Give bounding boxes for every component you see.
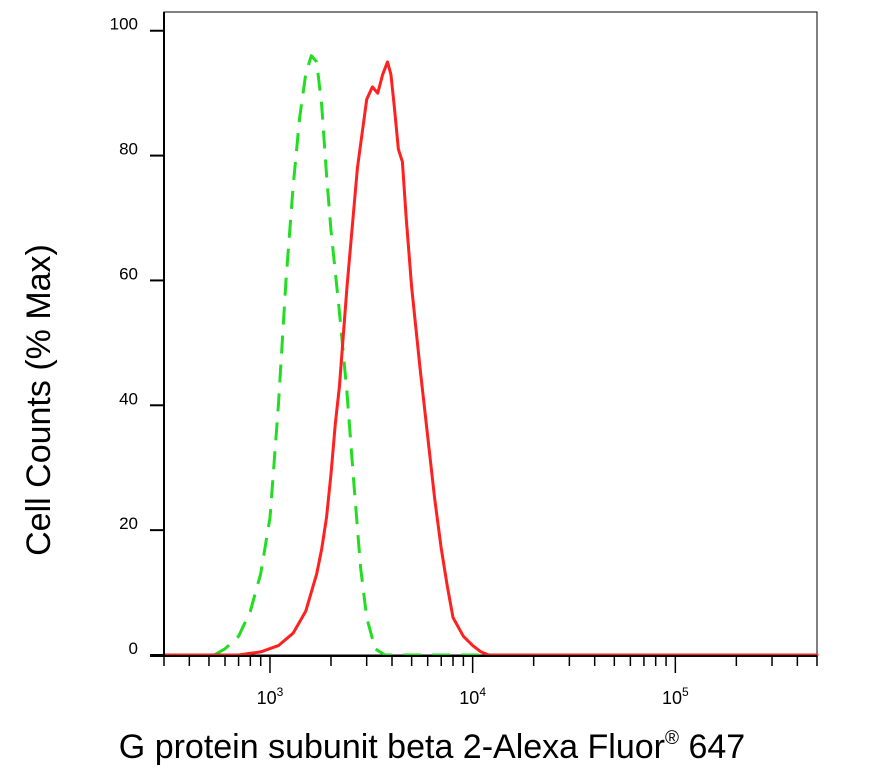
x-axis-label: G protein subunit beta 2-Alexa Fluor® 64… (119, 728, 745, 766)
y-tick-label-60: 60 (119, 264, 138, 283)
x-tick-exponent: 4 (479, 685, 486, 699)
y-tick-label-80: 80 (119, 140, 138, 159)
x-tick-exponent: 5 (682, 685, 689, 699)
series-layer (162, 54, 819, 657)
series-line-2 (162, 60, 819, 657)
x-tick-base: 10 (257, 688, 277, 708)
x-axis-label-suffix: 647 (679, 728, 745, 766)
x-ticks: 103 104 105 (163, 656, 818, 708)
y-tick-label-40: 40 (119, 389, 138, 408)
x-tick-exponent: 3 (277, 685, 284, 699)
x-axis-label-registered-mark: ® (665, 728, 679, 749)
y-ticks: 0 20 40 60 80 100 (110, 15, 164, 658)
x-tick-label-0: 103 (257, 685, 284, 708)
x-tick-label-1: 104 (459, 685, 486, 708)
x-tick-base: 10 (459, 688, 479, 708)
plot-frame (163, 11, 818, 656)
x-tick-base: 10 (662, 688, 682, 708)
x-axis-label-main: G protein subunit beta 2-Alexa Fluor (119, 728, 665, 766)
y-tick-label-0: 0 (129, 639, 138, 658)
x-tick-label-2: 105 (662, 685, 689, 708)
series-line-1 (213, 54, 817, 657)
y-axis-label: Cell Counts (% Max) (20, 244, 58, 556)
axis-layer (150, 12, 817, 657)
y-tick-label-100: 100 (110, 15, 138, 34)
y-tick-label-20: 20 (119, 514, 138, 533)
